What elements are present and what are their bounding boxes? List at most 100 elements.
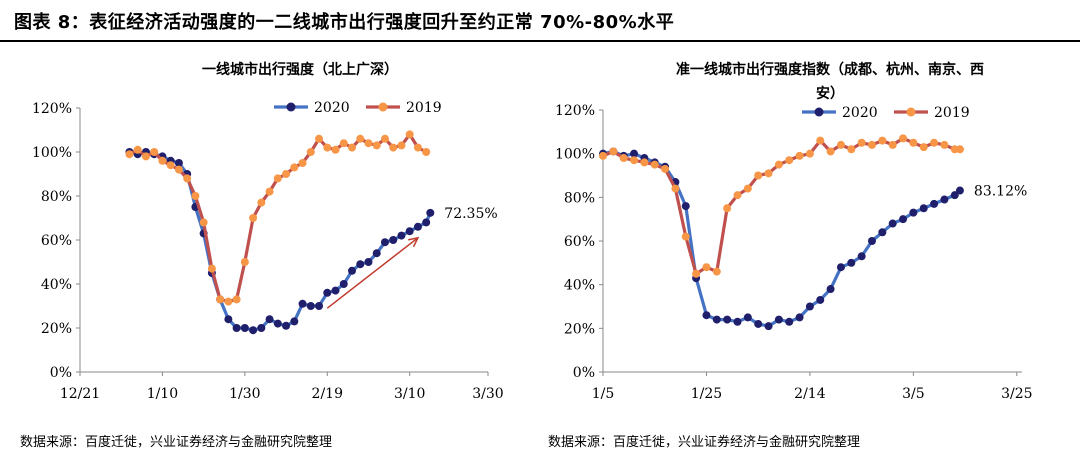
- series-2020-point: [426, 208, 435, 217]
- series-2020-point: [754, 319, 763, 328]
- y-tick-label: 60%: [564, 234, 595, 250]
- x-tick-label: 3/5: [902, 386, 925, 402]
- source-note-left: 数据来源：百度迁徙，兴业证券经济与金融研究院整理: [20, 435, 333, 450]
- series-2019-point: [733, 191, 742, 200]
- series-2019-point: [857, 138, 866, 147]
- series-2019-point: [389, 143, 398, 152]
- series-2020-point: [899, 215, 908, 224]
- series-2020-point: [888, 219, 897, 228]
- series-2019-point: [339, 139, 348, 148]
- series-2020-point: [298, 299, 307, 308]
- value-annotation: 72.35%: [444, 206, 497, 222]
- series-2020-point: [232, 324, 241, 332]
- series-2020-point: [348, 266, 356, 275]
- series-2019-point: [640, 158, 649, 167]
- series-2020-point: [733, 317, 742, 326]
- series-2019-point: [940, 140, 949, 149]
- y-tick-label: 80%: [564, 190, 595, 206]
- series-2020-point: [323, 288, 332, 297]
- x-tick-label: 1/30: [229, 386, 260, 402]
- series-2019-point: [955, 145, 964, 154]
- legend-2019-marker: [378, 102, 388, 112]
- series-2019-point: [141, 152, 150, 161]
- series-2019-point: [183, 174, 192, 183]
- legend-2020-marker: [286, 102, 296, 112]
- series-2020-point: [290, 317, 299, 326]
- series-2020-point: [422, 218, 431, 227]
- chart-title: 准一线城市出行强度指数（成都、杭州、南京、西: [676, 61, 984, 78]
- series-2019-point: [888, 140, 897, 149]
- series-2020-point: [364, 258, 373, 266]
- series-2019-point: [249, 214, 258, 222]
- y-tick-label: 120%: [555, 103, 595, 119]
- series-2019-point: [712, 267, 721, 276]
- series-2020-point: [702, 311, 711, 320]
- series-2020-point: [919, 204, 928, 213]
- chart-title: 一线城市出行强度（北上广深）: [202, 61, 398, 78]
- x-tick-label: 2/14: [794, 386, 826, 402]
- series-2019-point: [191, 192, 200, 200]
- series-2020-point: [836, 263, 845, 272]
- series-2020-point: [224, 315, 233, 324]
- y-tick-label: 60%: [41, 233, 72, 249]
- series-2019-point: [315, 134, 324, 143]
- series-2019-point: [723, 204, 732, 213]
- series-2019-point: [847, 145, 856, 154]
- series-2019-point: [166, 161, 175, 170]
- series-2019-point: [795, 151, 804, 160]
- series-2019-point: [207, 264, 216, 273]
- series-2019-line: [602, 136, 960, 276]
- series-2020-point: [723, 315, 732, 324]
- y-tick-label: 120%: [32, 101, 72, 117]
- series-2019-point: [867, 140, 876, 149]
- series-2019-point: [298, 159, 307, 167]
- y-tick-label: 100%: [32, 145, 72, 161]
- series-2019-point: [919, 143, 928, 152]
- series-2019-point: [413, 143, 422, 152]
- series-2019-point: [422, 148, 431, 156]
- series-2019-point: [899, 134, 908, 143]
- figure-title: 图表 8：表征经济活动强度的一二线城市出行强度回升至约正常 70%-80%水平: [14, 12, 675, 33]
- series-2019-point: [764, 169, 773, 178]
- series-2020-point: [257, 324, 266, 332]
- series-2020-point: [909, 208, 918, 217]
- x-tick-label: 3/25: [1001, 386, 1032, 402]
- y-tick-label: 80%: [41, 189, 72, 205]
- series-2020-point: [940, 195, 949, 204]
- series-2020-point: [630, 149, 639, 158]
- series-2019-point: [702, 263, 711, 272]
- series-2020-point: [816, 295, 825, 304]
- series-2020-point: [372, 249, 381, 258]
- series-2019-point: [133, 145, 142, 154]
- series-2019-point: [774, 160, 783, 169]
- series-2019-point: [878, 136, 887, 145]
- series-2020-point: [240, 324, 249, 332]
- series-2019-point: [630, 156, 639, 165]
- y-tick-label: 40%: [564, 278, 595, 294]
- series-2019-point: [619, 154, 628, 163]
- series-2020-point: [380, 238, 389, 247]
- legend-2019-label: 2019: [934, 105, 970, 121]
- series-2020-point: [681, 202, 690, 211]
- series-2020-point: [174, 159, 183, 167]
- series-2019-point: [671, 184, 680, 193]
- y-tick-label: 40%: [41, 277, 72, 293]
- series-2020-point: [795, 313, 804, 322]
- series-2019-point: [397, 141, 406, 150]
- series-2019-point: [282, 170, 291, 178]
- source-note-right: 数据来源：百度迁徙，兴业证券经济与金融研究院整理: [548, 435, 861, 450]
- series-2019-point: [323, 143, 332, 152]
- value-annotation: 83.12%: [974, 184, 1027, 200]
- chart-quasi-tier1-cities: 准一线城市出行强度指数（成都、杭州、南京、西安） 0% 20% 40% 60% 80% 10…: [555, 61, 1033, 402]
- series-2020-point: [306, 302, 315, 310]
- series-2019-point: [364, 139, 373, 148]
- series-2019-point: [125, 150, 134, 159]
- series-2019-point: [216, 295, 225, 304]
- series-2019-point: [816, 136, 825, 145]
- series-2019-point: [150, 148, 159, 156]
- series-2019-point: [372, 141, 381, 150]
- series-2020-point: [712, 315, 721, 324]
- series-2020-point: [356, 260, 365, 269]
- series-2020-point: [339, 280, 348, 288]
- x-tick-label: 2/19: [312, 386, 343, 402]
